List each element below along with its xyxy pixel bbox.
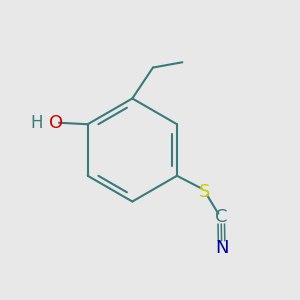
Text: S: S [199,183,211,201]
Text: C: C [215,208,227,226]
Text: N: N [215,239,229,257]
Text: O: O [49,114,63,132]
Text: H: H [31,114,43,132]
